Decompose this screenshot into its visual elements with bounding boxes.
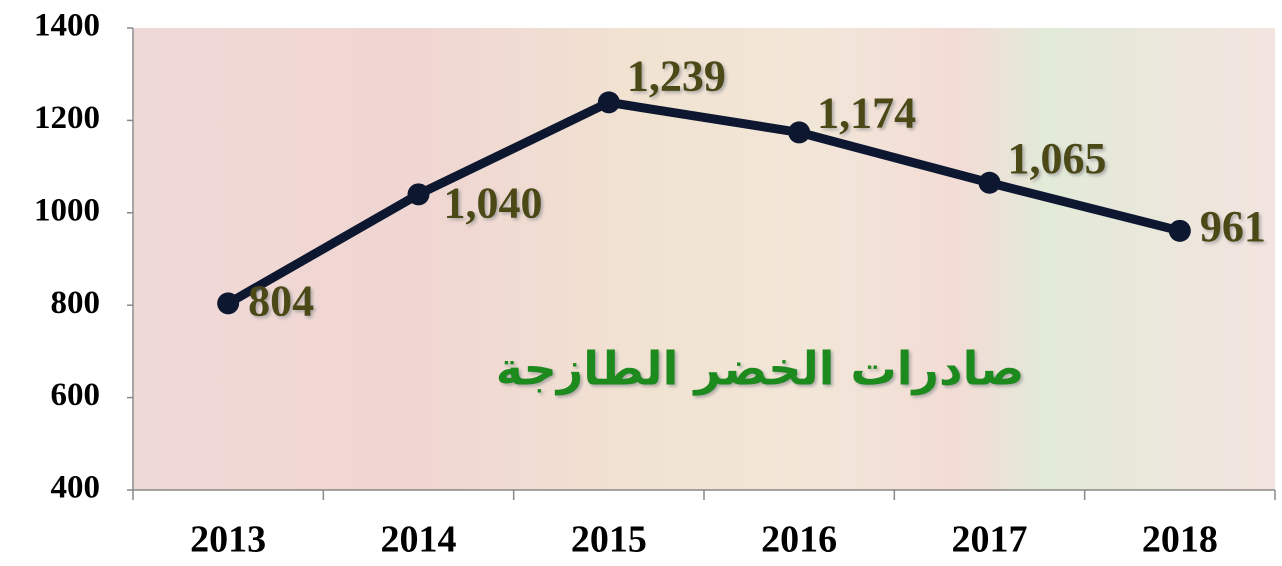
x-tick-label: 2016 (761, 519, 837, 561)
data-point (408, 183, 430, 205)
y-tick-label: 1200 (34, 100, 100, 136)
data-point (217, 292, 239, 314)
chart-title: صادرات الخضر الطازجة (496, 342, 1025, 396)
x-tick-label: 2018 (1142, 519, 1218, 561)
x-tick-label: 2013 (190, 519, 266, 561)
data-label: 804 (248, 276, 314, 325)
x-tick-label: 2014 (381, 519, 457, 561)
data-point (1169, 220, 1191, 242)
y-tick-label: 1000 (34, 192, 100, 228)
data-label: 1,065 (1008, 134, 1107, 183)
y-tick-label: 800 (51, 285, 101, 321)
data-point (598, 91, 620, 113)
x-tick-label: 2015 (571, 519, 647, 561)
data-label: 1,040 (444, 178, 543, 227)
x-tick-label: 2017 (952, 519, 1028, 561)
y-tick-label: 600 (51, 377, 101, 413)
y-tick-label: 1400 (34, 8, 100, 44)
y-tick-label: 400 (51, 470, 101, 506)
data-label: 961 (1200, 202, 1266, 251)
chart: صادرات الخضر الطازجة 400 600 800 1000 1200 14… (0, 0, 1282, 566)
data-point (788, 121, 810, 143)
data-label: 1,174 (817, 89, 916, 138)
data-label: 1,239 (627, 51, 726, 100)
data-point (979, 172, 1001, 194)
